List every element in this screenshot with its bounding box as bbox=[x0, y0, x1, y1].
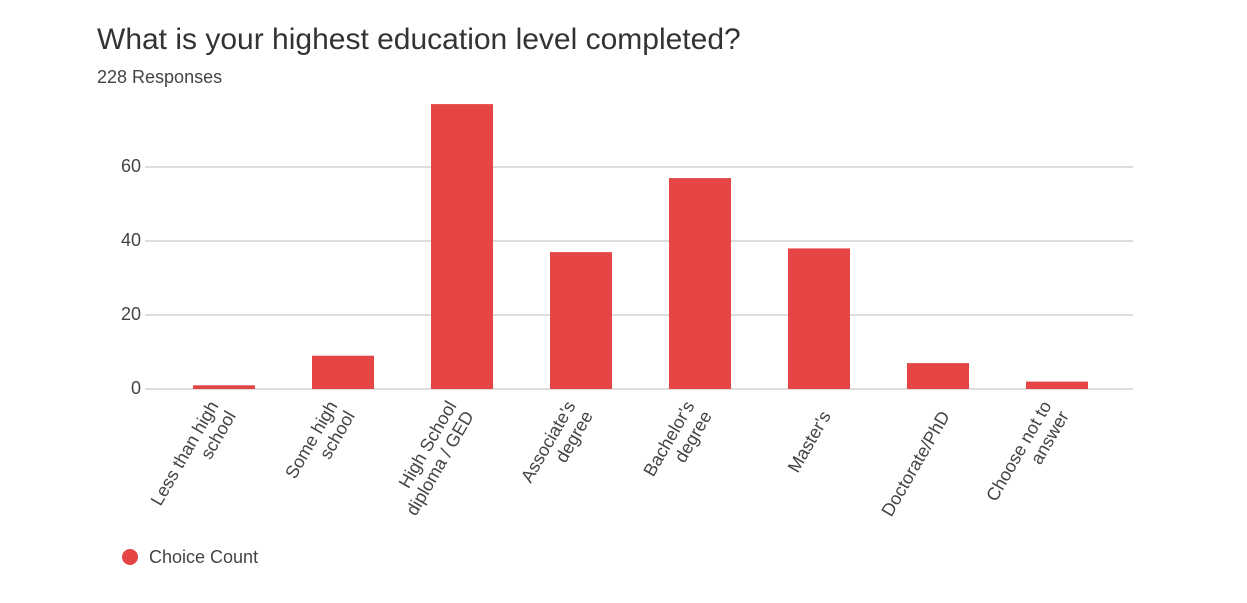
y-tick-label: 20 bbox=[121, 304, 141, 324]
bar bbox=[550, 252, 612, 389]
bar bbox=[431, 104, 493, 389]
x-tick-label: Doctorate/PhD bbox=[877, 407, 953, 519]
x-tick-label: Associate'sdegree bbox=[517, 397, 597, 495]
bar bbox=[907, 363, 969, 389]
bar bbox=[1026, 381, 1088, 389]
x-tick-label: Master's bbox=[784, 407, 835, 475]
x-tick-label: Bachelor'sdegree bbox=[639, 397, 715, 489]
x-tick-label: High Schooldiploma / GED bbox=[384, 397, 477, 518]
y-tick-label: 40 bbox=[121, 230, 141, 250]
chart-title: What is your highest education level com… bbox=[97, 23, 741, 56]
x-tick-label: Less than highschool bbox=[146, 397, 239, 518]
bar bbox=[193, 385, 255, 389]
x-tick-label: Some highschool bbox=[281, 397, 359, 492]
x-tick-label: Choose not toanswer bbox=[982, 397, 1073, 514]
bar bbox=[312, 355, 374, 389]
bar bbox=[788, 248, 850, 389]
legend-label: Choice Count bbox=[149, 547, 258, 567]
bar bbox=[669, 178, 731, 389]
y-tick-label: 0 bbox=[131, 378, 141, 398]
legend-marker bbox=[122, 549, 138, 565]
y-tick-label: 60 bbox=[121, 156, 141, 176]
chart-subtitle: 228 Responses bbox=[97, 67, 222, 87]
